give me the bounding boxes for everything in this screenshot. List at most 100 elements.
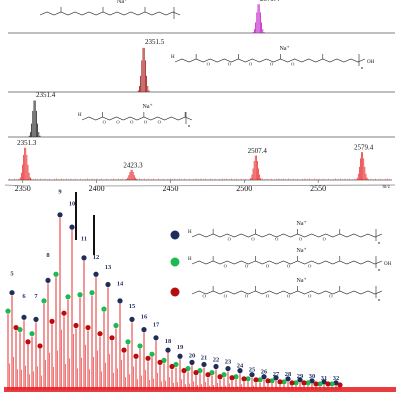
legend-structure-2-atom-label: O bbox=[308, 264, 312, 269]
oligomer-label: 32 bbox=[333, 375, 340, 382]
series-2-marker bbox=[137, 343, 143, 349]
series-3-marker bbox=[73, 322, 79, 329]
inset3-structure-atom-label: H bbox=[78, 113, 82, 118]
oligomer-label: 20 bbox=[189, 352, 196, 359]
series-3-marker bbox=[97, 331, 103, 337]
series-1-marker bbox=[273, 375, 279, 381]
series-1-marker bbox=[201, 361, 207, 368]
series-1-marker bbox=[21, 314, 27, 320]
x-tick-label: 2350 bbox=[15, 184, 31, 193]
series-3-marker bbox=[217, 374, 223, 380]
legend-structure-1-atom-label: n bbox=[378, 240, 381, 245]
inset3-structure-atom-label: O bbox=[130, 120, 134, 125]
series-3-marker bbox=[25, 339, 31, 345]
series-3-marker bbox=[325, 381, 331, 387]
series-1-marker bbox=[45, 277, 51, 283]
x-tick-label: 2500 bbox=[236, 184, 252, 193]
series-1-marker bbox=[297, 377, 303, 383]
series-2-marker bbox=[257, 377, 263, 383]
series-2-marker bbox=[221, 372, 227, 378]
series-2-marker bbox=[209, 370, 215, 376]
series-1-marker bbox=[9, 290, 15, 296]
legend-structure-3-atom-label: Na⁺ bbox=[297, 278, 307, 284]
series-1-marker bbox=[33, 316, 39, 322]
legend-marker-1 bbox=[170, 230, 180, 240]
legend-structure-3-atom-label: O bbox=[287, 294, 291, 299]
oligomer-label: 27 bbox=[273, 371, 280, 378]
oligomer-label: 28 bbox=[285, 371, 292, 378]
inset2-structure-chain bbox=[174, 58, 366, 63]
legend-structure-3-atom-label: O bbox=[245, 294, 249, 299]
series-1-marker bbox=[249, 372, 255, 378]
series-2-marker bbox=[317, 381, 323, 387]
series-3-marker bbox=[253, 377, 259, 383]
series-3-marker bbox=[169, 363, 175, 370]
legend-marker-2 bbox=[170, 257, 180, 267]
oligomer-label: 5 bbox=[10, 270, 14, 277]
series-2-marker bbox=[125, 339, 131, 345]
series-2-marker bbox=[113, 322, 119, 329]
inset-panel-4: 2351.3 2423.3 2507.4 2579.4 2350 2400 2450 2500… bbox=[8, 139, 392, 193]
series-1-marker bbox=[129, 316, 135, 322]
series-3-marker bbox=[229, 375, 235, 381]
inset1-structure-chain bbox=[39, 11, 181, 16]
inset1-structure-atom-label: Na⁺ bbox=[117, 0, 127, 5]
series-1-marker bbox=[81, 255, 87, 261]
legend-structure-2-atom-label: O bbox=[224, 264, 228, 269]
peak-label: 2351.5 bbox=[145, 38, 165, 46]
series-1-marker bbox=[93, 271, 99, 277]
inset2-structure-atom-label: H bbox=[171, 55, 175, 60]
series-1-marker bbox=[285, 376, 291, 382]
inset2-structure-atom-label: OH bbox=[367, 60, 375, 65]
oligomer-label: 22 bbox=[213, 356, 220, 363]
series-2-marker bbox=[149, 351, 155, 357]
legend-structure-3-atom-label: O bbox=[266, 294, 270, 299]
legend-structure-3-atom-label: O bbox=[203, 294, 207, 299]
inset3-structure-atom-label: O bbox=[116, 120, 120, 125]
series-2-marker bbox=[77, 292, 83, 298]
legend-structure-2-atom-label: Na⁺ bbox=[297, 248, 307, 254]
legend-marker-3 bbox=[170, 287, 180, 297]
series-3-marker bbox=[193, 370, 199, 376]
series-3-marker bbox=[313, 381, 319, 387]
oligomer-label: 18 bbox=[165, 338, 172, 345]
series-3-marker bbox=[13, 324, 19, 331]
oligomer-label: 7 bbox=[34, 293, 38, 300]
series-1-marker bbox=[333, 380, 339, 386]
oligomer-label: 26 bbox=[261, 369, 268, 376]
x-tick-label: 2550 bbox=[310, 184, 326, 193]
series-2-marker bbox=[233, 374, 239, 380]
legend-structure-1-atom-label: O bbox=[275, 237, 279, 242]
series-2-marker bbox=[281, 379, 287, 385]
inset3-structure-atom-label: O bbox=[144, 120, 148, 125]
series-3-marker bbox=[61, 310, 67, 316]
series-2-marker bbox=[197, 368, 203, 374]
series-3-marker bbox=[49, 318, 55, 324]
peak-label: 2423.3 bbox=[123, 162, 143, 170]
legend-structure-1-atom-label: O bbox=[228, 237, 232, 242]
legend-structure-1-atom-label: O bbox=[299, 237, 303, 242]
legend-structure-2-atom-label: H bbox=[188, 257, 192, 262]
oligomer-label: 10 bbox=[69, 201, 76, 208]
series-1-marker bbox=[213, 363, 219, 370]
series-2-marker bbox=[305, 380, 311, 386]
series-2-marker bbox=[29, 331, 35, 337]
legend-structure-3-chain bbox=[191, 290, 383, 295]
legend-structure-2-atom-label: O bbox=[245, 264, 249, 269]
series-1-marker bbox=[69, 224, 75, 230]
oligomer-label: 11 bbox=[81, 235, 87, 242]
inset-panel-3: 2351.4 H O O O O On Na⁺ bbox=[8, 91, 395, 138]
series-2-marker bbox=[41, 298, 47, 304]
oligomer-label: 13 bbox=[105, 264, 112, 271]
series-2-marker bbox=[269, 378, 275, 384]
series-2-marker bbox=[173, 361, 179, 368]
series-3-marker bbox=[109, 335, 115, 341]
series-2-marker bbox=[65, 294, 71, 300]
oligomer-label: 15 bbox=[129, 303, 136, 310]
legend-structure-2-atom-label: O bbox=[266, 264, 270, 269]
series-2-marker bbox=[89, 290, 95, 296]
legend-structure-1-atom-label: O bbox=[323, 237, 327, 242]
inset2-structure-atom-label: O bbox=[270, 62, 274, 67]
